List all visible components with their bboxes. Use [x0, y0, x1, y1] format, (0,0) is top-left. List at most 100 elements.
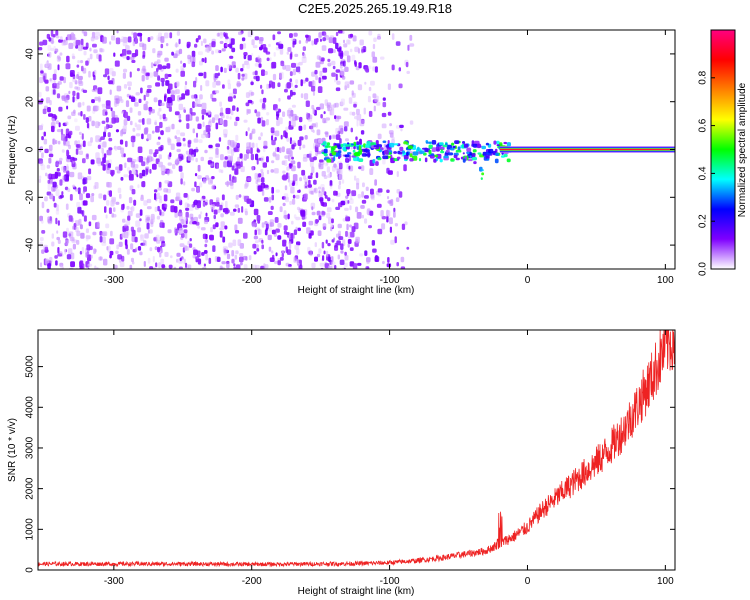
spectrogram-cell: [131, 59, 136, 63]
spectrogram-cell: [351, 155, 357, 158]
spectrogram-cell: [337, 150, 342, 154]
spectrogram-cell: [230, 109, 234, 116]
spectrogram-cell: [183, 258, 186, 265]
spectrogram-cell: [91, 214, 97, 221]
spectrogram-cell: [83, 186, 87, 192]
spectrogram-cell: [406, 70, 410, 74]
spectrogram-cell: [331, 198, 335, 203]
spectrogram-cell: [376, 203, 382, 208]
spectrogram-cell: [234, 204, 240, 208]
spectrogram-cell: [234, 254, 238, 260]
spectrogram-cell: [65, 165, 69, 172]
spectrogram-cell: [57, 140, 61, 145]
spectrogram-cell: [255, 75, 260, 82]
spectrogram-cell: [39, 41, 44, 46]
spectrogram-cell: [193, 249, 198, 256]
spectrogram-cell: [223, 133, 228, 138]
spectrogram-cell: [193, 80, 197, 88]
spectrogram-cell: [192, 254, 196, 259]
spectrogram-cell: [252, 264, 257, 269]
spectrogram-cell: [313, 179, 317, 185]
spectrogram-cell: [152, 256, 155, 263]
spectrogram-cell: [300, 210, 306, 217]
spectrogram-cell: [221, 194, 225, 201]
spectrogram-cell: [345, 195, 349, 199]
spectrogram-cell: [372, 43, 376, 50]
spectrogram-cell: [80, 232, 85, 239]
spectrogram-cell: [209, 199, 214, 206]
spectrogram-cell: [332, 65, 336, 70]
spectrogram-cell: [53, 45, 56, 53]
spectrogram-cell: [305, 112, 309, 119]
spectrogram-cell: [302, 52, 305, 56]
spectrogram-cell: [476, 143, 481, 149]
spectrogram-cell: [62, 231, 68, 238]
spectrogram-cell: [203, 250, 208, 254]
spectrogram-cell: [198, 72, 204, 77]
spectrogram-cell: [166, 188, 171, 194]
spectrogram-cell: [48, 173, 53, 180]
spectrogram-cell: [264, 264, 269, 269]
spectrogram-cell: [83, 31, 88, 37]
spectrogram-cell: [246, 198, 252, 204]
spectrogram-cell: [121, 204, 125, 211]
spectrogram-cell: [90, 254, 93, 259]
spectrogram-cell: [192, 128, 195, 134]
spectrogram-cell: [59, 194, 64, 198]
spectrogram-cell: [120, 99, 124, 103]
spectrogram-cell: [118, 241, 123, 247]
spectrogram-cell: [120, 38, 124, 43]
spectrogram-cell: [321, 241, 325, 249]
spectrogram-cell: [42, 108, 47, 115]
spectrogram-cell: [353, 141, 357, 147]
spectrogram-cell: [291, 144, 295, 150]
spectrogram-cell: [69, 81, 73, 89]
spectrogram-cell: [326, 158, 332, 163]
spectrogram-cell: [158, 107, 162, 112]
spectrogram-cell: [256, 215, 261, 222]
spectrogram-cell: [56, 236, 60, 241]
spectrogram-cell: [141, 181, 146, 188]
spectrogram-cell: [293, 32, 298, 37]
spectrogram-cell: [368, 225, 372, 229]
spectrogram-cell: [251, 53, 254, 56]
spectrogram-cell: [173, 266, 177, 269]
spectrogram-cell: [111, 35, 116, 41]
spectrogram-cell: [377, 228, 383, 235]
spectrogram-cell: [346, 189, 351, 194]
spectrogram-cell: [289, 71, 293, 77]
spectrogram-cell: [216, 197, 220, 203]
spectrogram-cell: [230, 182, 234, 190]
spectrogram-cell: [41, 152, 44, 158]
spectrogram-cell: [63, 138, 66, 145]
spectrogram-cell: [202, 201, 206, 207]
spectrogram-cell: [202, 200, 206, 207]
spectrogram-cell: [266, 112, 270, 116]
spectrogram-cell: [320, 267, 324, 269]
spectrogram-cell: [299, 146, 302, 150]
spectrogram-cell: [125, 220, 131, 226]
spectrogram-cell: [387, 83, 391, 90]
spectrogram-cell: [161, 170, 165, 176]
spectrogram-cell: [387, 196, 390, 200]
spectrogram-cell: [361, 214, 364, 219]
spectrogram-cell: [109, 238, 115, 245]
spectrogram-cell: [164, 268, 168, 269]
spectrogram-cell: [139, 209, 143, 216]
spectrogram-cell: [396, 171, 399, 177]
spectrogram-cell: [419, 150, 425, 154]
spectrogram-cell: [164, 73, 169, 79]
spectrogram-cell: [141, 161, 146, 167]
spectrogram-cell: [70, 32, 74, 36]
spectrogram-cell: [290, 186, 295, 194]
spectrogram-cell: [176, 129, 181, 135]
spectrogram-cell: [356, 182, 360, 190]
spectrogram-cell: [146, 156, 150, 164]
spectrogram-cell: [237, 239, 242, 246]
spectrogram-cell: [108, 80, 113, 85]
spectrogram-cell: [357, 262, 362, 266]
spectrogram-cell: [262, 102, 266, 109]
spectrogram-cell: [81, 65, 84, 72]
spectrogram-cell: [96, 157, 101, 164]
spectrogram-cell: [220, 213, 224, 218]
